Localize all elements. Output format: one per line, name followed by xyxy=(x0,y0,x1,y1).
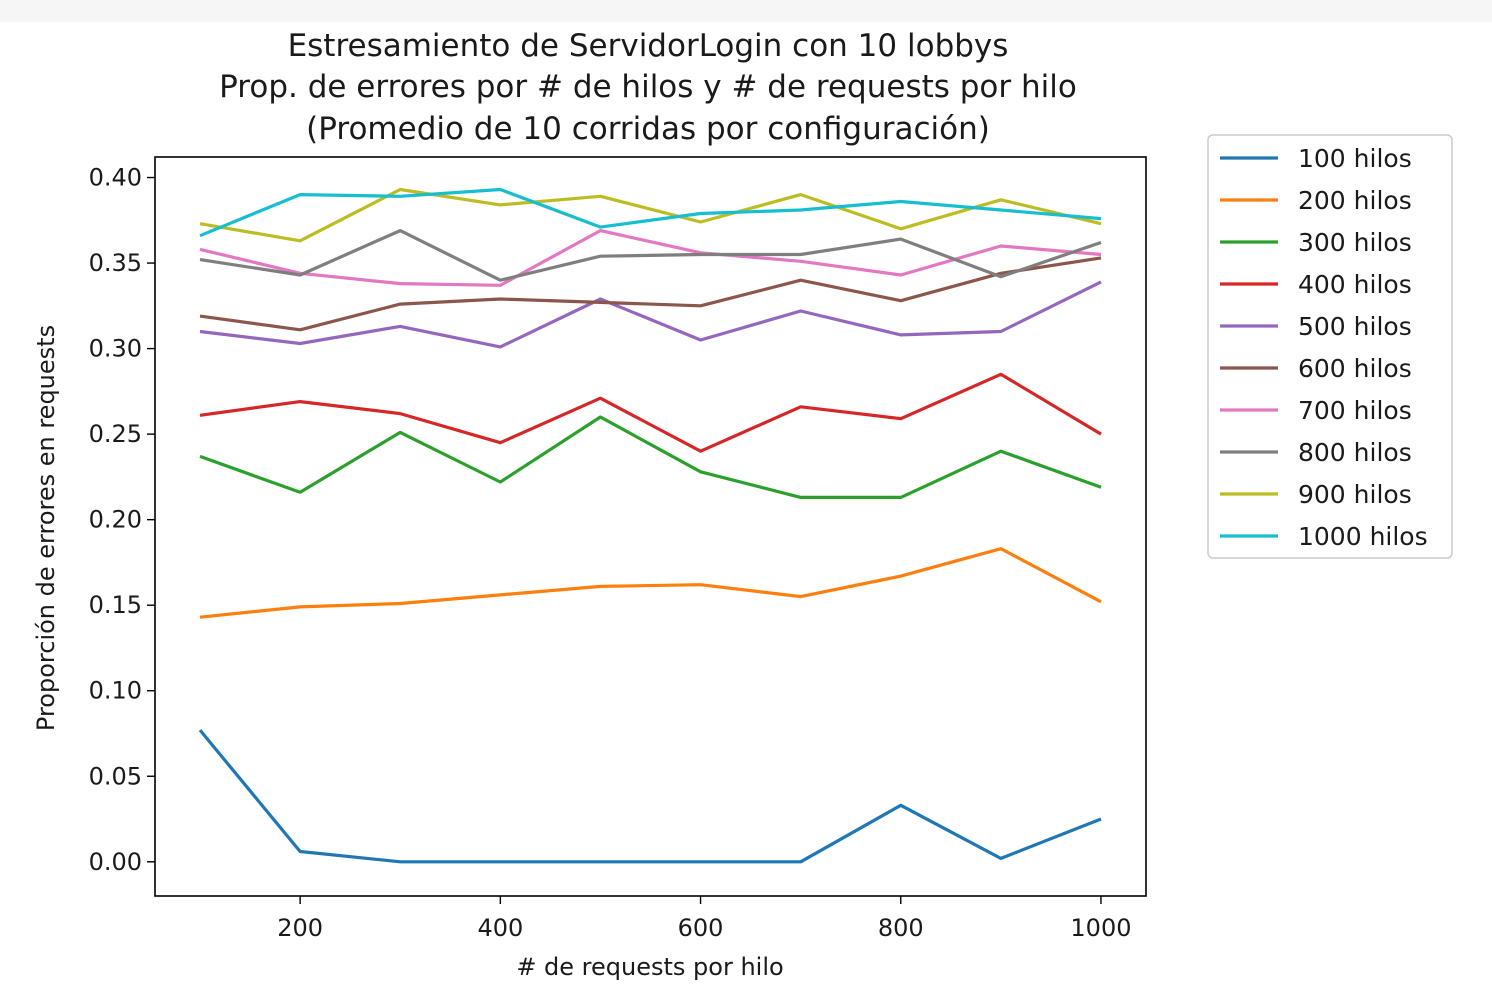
legend-label: 300 hilos xyxy=(1298,228,1412,257)
y-tick-label: 0.05 xyxy=(89,762,142,790)
x-axis-label: # de requests por hilo xyxy=(516,953,783,981)
chart-title-line-1: Estresamiento de ServidorLogin con 10 lo… xyxy=(288,28,1009,64)
window-top-strip xyxy=(0,0,1492,22)
series-line-7 xyxy=(199,229,1102,287)
x-tick-label: 1000 xyxy=(1070,914,1131,942)
y-tick-label: 0.20 xyxy=(89,506,142,534)
series-line-9 xyxy=(199,187,1102,243)
y-tick-label: 0.40 xyxy=(89,164,142,192)
series-line-6 xyxy=(199,256,1102,332)
series-line-1 xyxy=(198,729,1102,864)
y-tick-label: 0.15 xyxy=(89,591,142,619)
x-tick-label: 600 xyxy=(678,914,724,942)
legend-label: 1000 hilos xyxy=(1298,522,1428,551)
legend-label: 100 hilos xyxy=(1298,144,1412,173)
legend-items: 100 hilos 200 hilos 300 hilos 400 hilos 500 … xyxy=(1220,144,1428,551)
chart-title-line-2: Prop. de errores por # de hilos y # de r… xyxy=(219,69,1077,105)
series-line-5 xyxy=(199,280,1102,349)
series-line-4 xyxy=(199,372,1102,453)
series-lines xyxy=(198,187,1102,864)
y-axis-ticks: 0.00 0.05 0.10 0.15 0.20 0.25 0.30 0.35 0.40 xyxy=(89,164,155,876)
x-tick-label: 200 xyxy=(277,914,323,942)
y-tick-label: 0.30 xyxy=(89,335,142,363)
chart-title-line-3: (Promedio de 10 corridas por configuraci… xyxy=(306,111,990,147)
legend-label: 200 hilos xyxy=(1298,186,1412,215)
series-line-10 xyxy=(199,187,1102,238)
y-tick-label: 0.10 xyxy=(89,677,142,705)
series-line-3 xyxy=(199,415,1102,499)
x-tick-label: 400 xyxy=(477,914,523,942)
y-tick-label: 0.00 xyxy=(89,848,142,876)
x-axis-ticks: 200 400 600 800 1000 xyxy=(277,896,1131,942)
plot-frame xyxy=(154,156,1147,897)
legend-label: 900 hilos xyxy=(1298,480,1412,509)
series-line-2 xyxy=(199,547,1102,619)
series-line-8 xyxy=(199,229,1102,282)
legend-label: 600 hilos xyxy=(1298,354,1412,383)
legend-label: 800 hilos xyxy=(1298,438,1412,467)
legend: 100 hilos 200 hilos 300 hilos 400 hilos 500 … xyxy=(1207,134,1453,559)
legend-label: 400 hilos xyxy=(1298,270,1412,299)
y-axis-label: Proporción de errores en requests xyxy=(32,325,60,731)
chart-title: Estresamiento de ServidorLogin con 10 lo… xyxy=(219,28,1077,147)
y-tick-label: 0.25 xyxy=(89,420,142,448)
legend-label: 700 hilos xyxy=(1298,396,1412,425)
x-tick-label: 800 xyxy=(878,914,924,942)
y-tick-label: 0.35 xyxy=(89,249,142,277)
legend-label: 500 hilos xyxy=(1298,312,1412,341)
